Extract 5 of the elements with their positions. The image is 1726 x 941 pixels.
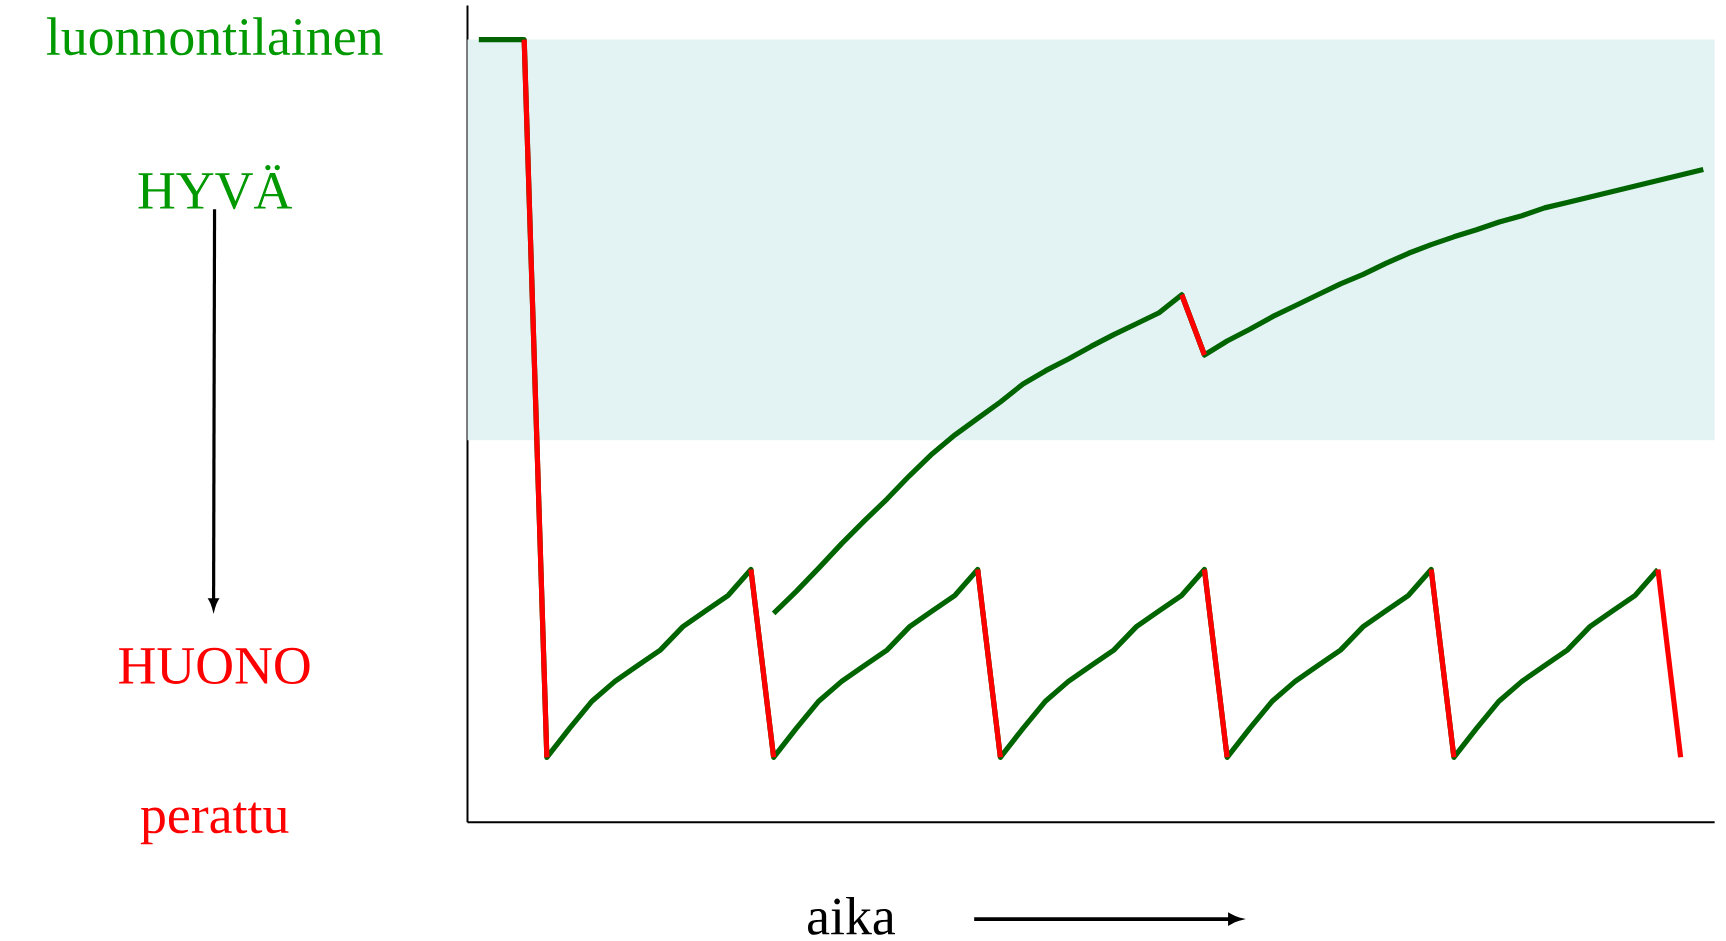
text: HYVÄ: [138, 164, 292, 210]
text: HUONO: [119, 647, 310, 684]
text: luonnontilainen: [46, 17, 383, 56]
text: perattu: [140, 802, 289, 845]
x-axis-title: aika: [808, 896, 895, 935]
